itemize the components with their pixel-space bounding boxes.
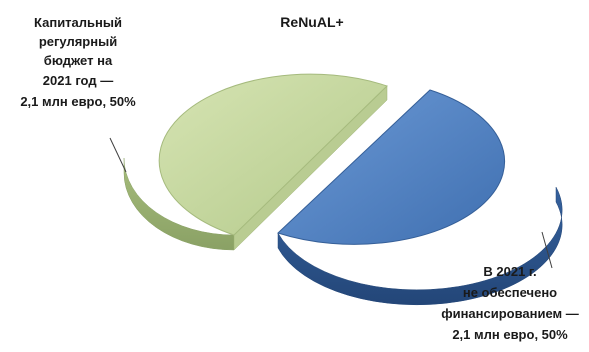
label-line: 2,1 млн евро, 50% xyxy=(20,94,136,109)
data-label-capital-budget: Капитальный регулярный бюджет на 2021 го… xyxy=(20,15,136,109)
label-line: регулярный xyxy=(39,34,117,49)
pie-slice-unfunded xyxy=(277,89,563,306)
label-line: финансированием — xyxy=(441,306,579,321)
slice-top-capital-budget xyxy=(158,73,388,236)
data-label-unfunded: В 2021 г. не обеспечено финансированием … xyxy=(441,264,579,342)
label-line: не обеспечено xyxy=(463,285,557,300)
label-line: бюджет на xyxy=(44,53,113,68)
label-line: 2021 год — xyxy=(43,73,113,88)
label-line: В 2021 г. xyxy=(483,264,536,279)
label-line: 2,1 млн евро, 50% xyxy=(452,327,568,342)
chart-title: ReNuAL+ xyxy=(280,14,343,30)
slice-top-unfunded xyxy=(277,89,506,245)
leader-line-capital-budget xyxy=(109,137,127,173)
pie-slice-capital-budget xyxy=(123,73,388,251)
leader-line-unfunded xyxy=(541,231,553,269)
slice-side-unfunded xyxy=(277,186,563,306)
label-line: Капитальный xyxy=(34,15,122,30)
